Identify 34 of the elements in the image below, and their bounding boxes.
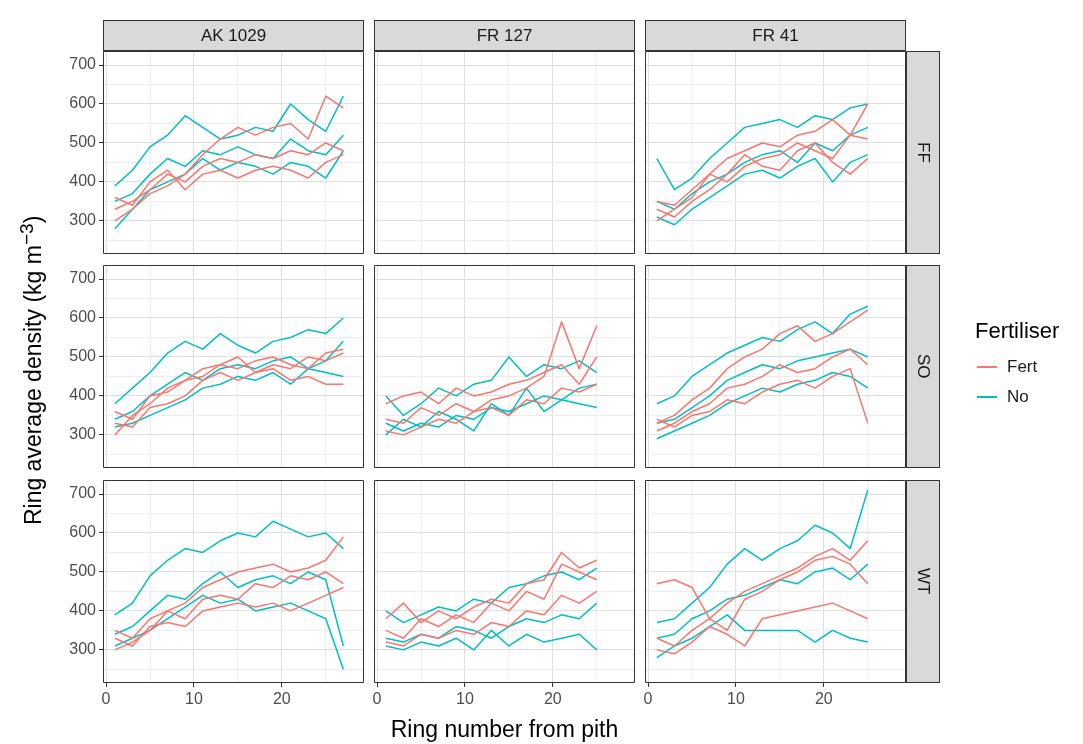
y-tick-label: 700: [69, 484, 97, 502]
y-tick-label: 700: [69, 55, 97, 73]
chart-title: FR 41: [645, 20, 906, 51]
y-tick-label: 300: [69, 425, 97, 443]
y-tick-label: 400: [69, 386, 97, 404]
y-tick-label: 500: [69, 562, 97, 580]
y-tick-label: 700: [69, 269, 97, 287]
y-tick-label: 600: [69, 94, 97, 112]
y-tick-label: 500: [69, 133, 97, 151]
y2-axis-title: FF: [913, 142, 933, 163]
chart-title: AK 1029: [103, 20, 364, 51]
chart-title: FR 127: [374, 20, 635, 51]
x-tick-label: 10: [185, 690, 203, 708]
x-tick-label: 0: [643, 690, 653, 708]
y2-axis-title: WT: [913, 568, 933, 595]
y-tick-label: 300: [69, 211, 97, 229]
x-tick-label: 0: [372, 690, 382, 708]
y2-axis-title: SO: [913, 354, 933, 379]
y-tick-label: 400: [69, 172, 97, 190]
y-tick-label: 300: [69, 640, 97, 658]
y-tick-label: 600: [69, 523, 97, 541]
x-tick-label: 20: [814, 690, 833, 708]
x-tick-label: 0: [101, 690, 111, 708]
y-tick-label: 600: [69, 308, 97, 326]
y-tick-label: 400: [69, 601, 97, 619]
y-tick-label: 500: [69, 347, 97, 365]
x-tick-label: 10: [456, 690, 474, 708]
x-tick-label: 20: [543, 690, 562, 708]
legend-title: Fertiliser: [975, 318, 1060, 344]
x-axis-title: Ring number from pith: [389, 716, 620, 743]
legend-label: No: [1007, 387, 1029, 407]
x-tick-label: 10: [727, 690, 745, 708]
x-tick-label: 20: [272, 690, 291, 708]
legend-label: Fert: [1007, 357, 1038, 377]
